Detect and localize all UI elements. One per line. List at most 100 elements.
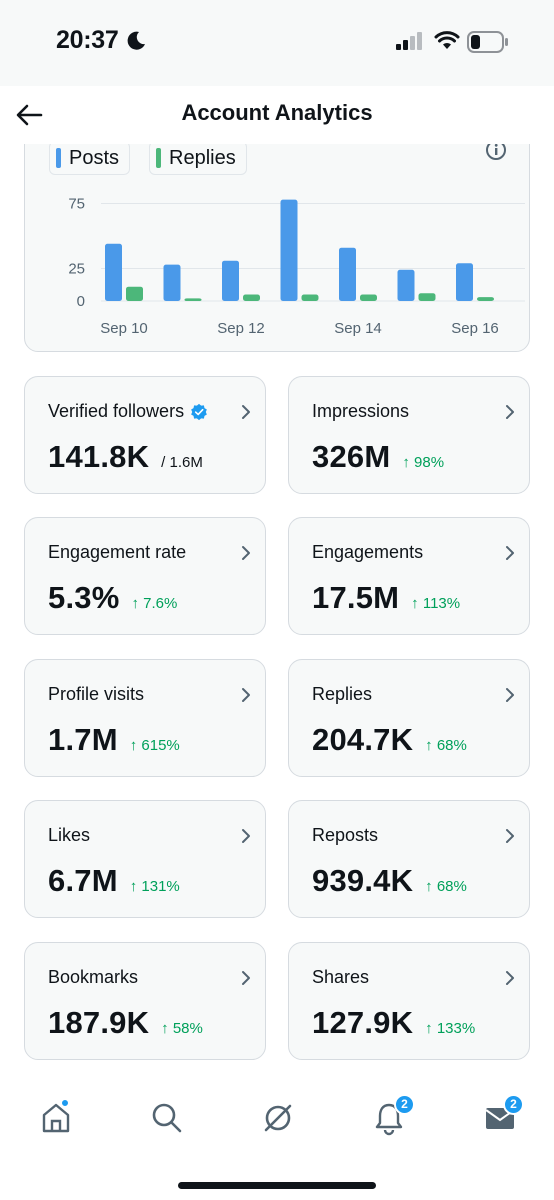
- y-tick-label: 25: [68, 261, 85, 278]
- stat-label-text: Bookmarks: [48, 967, 139, 987]
- stat-label: Verified followers: [48, 401, 208, 422]
- stat-value-row: 939.4K ↑ 68%: [312, 863, 467, 899]
- chevron-right-icon: [242, 829, 250, 843]
- chevron-right-icon: [506, 688, 514, 702]
- stat-label: Shares: [312, 967, 369, 988]
- posts-swatch: [56, 148, 61, 168]
- activity-chart-card: Posts Replies 75 25 0 Sep 10 Sep 12 Sep 14 Sep…: [24, 110, 530, 352]
- bar-posts-sep-11[interactable]: [163, 264, 181, 301]
- bar-posts-sep-12[interactable]: [222, 260, 239, 301]
- tab-search[interactable]: [149, 1100, 185, 1136]
- stat-delta: ↑ 58%: [161, 1020, 203, 1037]
- x-tick-label: Sep 16: [451, 320, 499, 337]
- stat-label-text: Likes: [48, 825, 91, 845]
- stat-value-row: 1.7M ↑ 615%: [48, 722, 180, 758]
- stat-label-text: Engagements: [312, 542, 424, 562]
- stat-label-text: Replies: [312, 684, 373, 704]
- stat-delta: ↑ 133%: [425, 1020, 476, 1037]
- stat-delta: ↑ 68%: [425, 737, 467, 754]
- stat-value-row: 127.9K ↑ 133%: [312, 1005, 475, 1041]
- chevron-right-icon: [242, 405, 250, 419]
- bar-posts-sep-14[interactable]: [339, 247, 356, 301]
- x-tick-label: Sep 12: [217, 320, 265, 337]
- stat-label-text: Engagement rate: [48, 542, 187, 562]
- legend-replies-label: Replies: [169, 146, 236, 169]
- stat-card-engagement-rate[interactable]: Engagement rate 5.3% ↑ 7.6%: [24, 517, 266, 635]
- bar-posts-sep-13[interactable]: [280, 199, 298, 301]
- chevron-right-icon: [506, 829, 514, 843]
- bar-posts-sep-16[interactable]: [456, 263, 473, 301]
- battery-icon: [467, 31, 508, 53]
- bar-chart: 75 25 0 Sep 10 Sep 12 Sep 14 Sep 16: [68, 196, 525, 337]
- bar-replies-sep-12[interactable]: [243, 294, 260, 302]
- home-notification-dot: [60, 1098, 70, 1108]
- bar-replies-sep-15[interactable]: [418, 293, 436, 301]
- bar-replies-sep-11[interactable]: [184, 298, 202, 301]
- x-tick-label: Sep 14: [334, 320, 382, 337]
- bar-posts-sep-10[interactable]: [105, 243, 122, 301]
- stat-value: 17.5M: [312, 580, 400, 615]
- stat-card-impressions[interactable]: Impressions 326M ↑ 98%: [288, 376, 530, 494]
- legend-posts-label: Posts: [69, 146, 120, 169]
- tab-grok[interactable]: [260, 1100, 296, 1136]
- chevron-right-icon: [506, 971, 514, 985]
- chevron-right-icon: [506, 546, 514, 560]
- stat-sub: / 1.6M: [161, 454, 203, 471]
- stat-label-text: Reposts: [312, 825, 379, 845]
- stat-delta: ↑ 113%: [411, 595, 461, 612]
- stat-label: Likes: [48, 825, 90, 846]
- stat-delta: ↑ 68%: [425, 878, 467, 895]
- status-bar: 20:37: [0, 0, 554, 86]
- x-tick-label: Sep 10: [100, 320, 148, 337]
- chevron-right-icon: [242, 546, 250, 560]
- stat-card-engagements[interactable]: Engagements 17.5M ↑ 113%: [288, 517, 530, 635]
- stat-delta: ↑ 7.6%: [131, 595, 178, 612]
- stat-value: 5.3%: [48, 580, 120, 615]
- stat-value: 127.9K: [312, 1005, 414, 1040]
- chevron-right-icon: [242, 971, 250, 985]
- bar-replies-sep-10[interactable]: [126, 286, 143, 301]
- stat-value: 187.9K: [48, 1005, 150, 1040]
- stat-delta: ↑ 131%: [129, 878, 180, 895]
- page-title: Account Analytics: [181, 100, 373, 125]
- tab-messages[interactable]: 2: [482, 1094, 524, 1136]
- stat-label: Reposts: [312, 825, 378, 846]
- verified-badge-icon: [191, 403, 207, 420]
- stat-label: Replies: [312, 684, 372, 705]
- chevron-right-icon: [242, 688, 250, 702]
- grok-icon: [264, 1104, 292, 1132]
- stat-value-row: 17.5M ↑ 113%: [312, 580, 460, 616]
- stat-value: 939.4K: [312, 863, 414, 898]
- tab-home[interactable]: [38, 1098, 74, 1136]
- stat-card-shares[interactable]: Shares 127.9K ↑ 133%: [288, 942, 530, 1060]
- stat-label: Engagement rate: [48, 542, 186, 563]
- stat-value-row: 5.3% ↑ 7.6%: [48, 580, 177, 616]
- stat-value: 6.7M: [48, 863, 118, 898]
- bar-replies-sep-13[interactable]: [301, 294, 319, 302]
- stat-label: Profile visits: [48, 684, 144, 705]
- stat-value: 204.7K: [312, 722, 414, 757]
- tab-notifications[interactable]: 2: [371, 1094, 415, 1136]
- stat-value: 326M: [312, 439, 391, 474]
- stat-card-profile-visits[interactable]: Profile visits 1.7M ↑ 615%: [24, 659, 266, 777]
- stat-value-row: 6.7M ↑ 131%: [48, 863, 180, 899]
- legend-replies[interactable]: Replies: [149, 141, 247, 175]
- stat-label: Engagements: [312, 542, 423, 563]
- home-icon: [42, 1103, 70, 1133]
- stat-card-verified-followers[interactable]: Verified followers 141.8K / 1.6M: [24, 376, 266, 494]
- stat-card-reposts[interactable]: Reposts 939.4K ↑ 68%: [288, 800, 530, 918]
- home-indicator: [178, 1182, 376, 1189]
- status-time: 20:37: [56, 26, 119, 54]
- stat-card-bookmarks[interactable]: Bookmarks 187.9K ↑ 58%: [24, 942, 266, 1060]
- stat-card-replies[interactable]: Replies 204.7K ↑ 68%: [288, 659, 530, 777]
- bar-posts-sep-15[interactable]: [397, 269, 415, 301]
- stat-value-row: 204.7K ↑ 68%: [312, 722, 467, 758]
- stat-label-text: Impressions: [312, 401, 410, 421]
- replies-swatch: [156, 148, 161, 168]
- arrow-left-icon[interactable]: [14, 100, 44, 130]
- stat-card-likes[interactable]: Likes 6.7M ↑ 131%: [24, 800, 266, 918]
- bar-replies-sep-16[interactable]: [477, 297, 494, 301]
- stat-label-text: Profile visits: [48, 684, 145, 704]
- y-tick-label: 75: [68, 196, 85, 213]
- bar-replies-sep-14[interactable]: [360, 294, 377, 302]
